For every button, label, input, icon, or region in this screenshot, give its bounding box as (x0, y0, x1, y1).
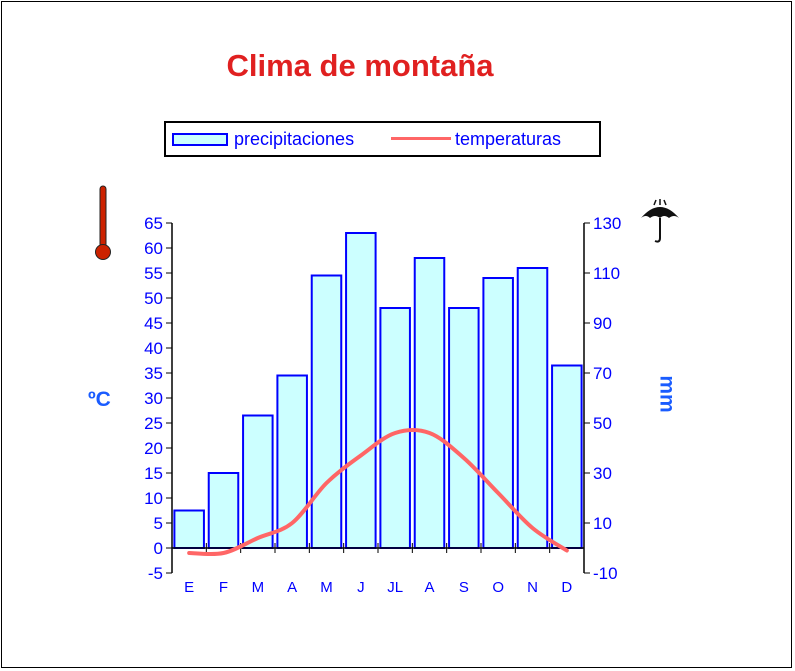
x-category-label: JL (387, 579, 403, 596)
right-tick-label: -10 (593, 564, 618, 583)
x-category-label: O (492, 579, 504, 596)
x-category-label: N (527, 579, 538, 596)
bar-precipitaciones (345, 232, 377, 549)
line-temperaturas (187, 428, 569, 557)
bar-precipitaciones (413, 257, 446, 549)
bar-precipitaciones (551, 364, 583, 549)
x-category-label: D (561, 579, 572, 596)
right-tick-label: 50 (593, 414, 612, 433)
legend-swatch-precipitaciones (172, 133, 228, 146)
left-tick-label: 30 (144, 389, 163, 408)
x-category-label: E (184, 579, 194, 596)
right-tick-label: 70 (593, 364, 612, 383)
chart-title: Clima de montaña (226, 48, 494, 83)
left-tick-label: 60 (144, 239, 163, 258)
x-category-label: M (252, 579, 265, 596)
bar-precipitaciones (379, 307, 411, 549)
left-axis-label: ºC (88, 388, 111, 411)
bar-precipitaciones (310, 274, 343, 549)
x-category-label: J (357, 579, 365, 596)
bar-precipitaciones (276, 374, 308, 549)
bar-precipitaciones (173, 509, 205, 549)
thermometer-icon (95, 185, 111, 260)
left-tick-label: 0 (154, 539, 163, 558)
left-tick-label: 5 (154, 514, 163, 533)
right-tick-label: 10 (593, 514, 612, 533)
left-tick-label: 35 (144, 364, 163, 383)
legend-swatch-temperaturas (391, 137, 451, 140)
x-category-label: A (424, 579, 434, 596)
umbrella-icon (641, 199, 679, 243)
right-tick-label: 30 (593, 464, 612, 483)
left-tick-label: 55 (144, 264, 163, 283)
x-category-label: F (219, 579, 228, 596)
right-tick-label: 90 (593, 314, 612, 333)
left-tick-label: 50 (144, 289, 163, 308)
left-tick-label: 25 (144, 414, 163, 433)
bar-precipitaciones (516, 267, 549, 549)
left-tick-label: 45 (144, 314, 163, 333)
right-tick-label: 130 (593, 214, 621, 233)
left-tick-label: 40 (144, 339, 163, 358)
legend-label-precipitaciones: precipitaciones (234, 129, 355, 149)
left-tick-label: 10 (144, 489, 163, 508)
legend-label-temperaturas: temperaturas (455, 129, 562, 149)
bar-precipitaciones (242, 414, 274, 549)
left-tick-label: 65 (144, 214, 163, 233)
plot-area: 65605550454035302520151050-5130110907050… (144, 214, 621, 596)
left-tick-label: -5 (148, 564, 163, 583)
x-category-label: A (287, 579, 297, 596)
left-tick-label: 20 (144, 439, 163, 458)
bar-precipitaciones (448, 307, 480, 549)
right-tick-label: 110 (593, 264, 620, 283)
left-tick-label: 15 (144, 464, 163, 483)
x-category-label: S (459, 579, 469, 596)
bar-precipitaciones (482, 277, 514, 549)
bar-precipitaciones (207, 472, 240, 549)
legend: precipitaciones temperaturas (164, 121, 601, 157)
x-category-label: M (320, 579, 333, 596)
